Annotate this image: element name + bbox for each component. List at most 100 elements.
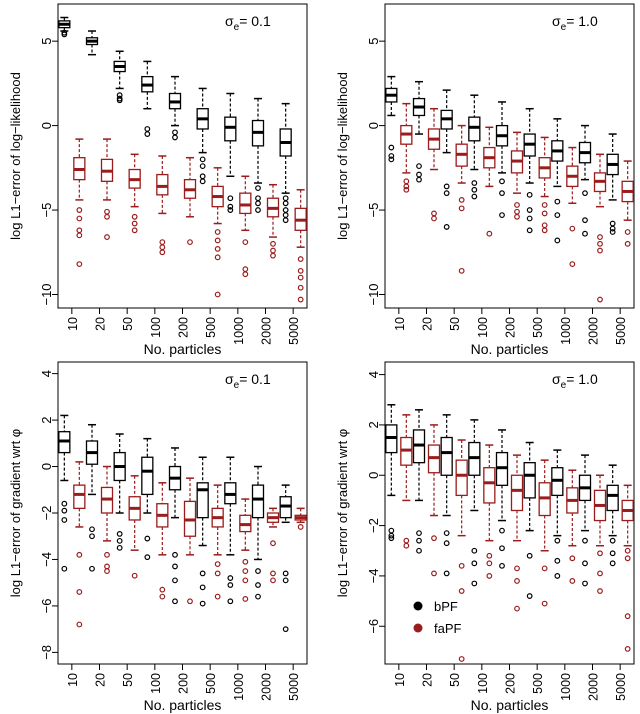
x-tick-label: 20	[421, 317, 435, 331]
outlier-point	[89, 526, 95, 533]
outlier-point	[116, 97, 123, 104]
x-axis-label: No. particles	[144, 697, 222, 713]
box-faPF-50	[455, 439, 468, 662]
outlier-point	[144, 554, 151, 561]
outlier-point	[214, 229, 221, 235]
box-bPF-20	[85, 30, 99, 56]
chart-panel-4: −6 −4 −2 0 2 4 10 20 50 100 200 500 1000 2000 5000 No. …	[335, 361, 635, 713]
outlier-point	[416, 163, 422, 170]
box-bPF-1000	[551, 118, 564, 244]
box-faPF-20	[100, 465, 114, 574]
outlier-point	[486, 573, 493, 579]
outlier-point	[416, 530, 422, 537]
outlier-point	[388, 144, 395, 151]
box-bPF-500	[196, 87, 209, 185]
box-faPF-500	[211, 167, 224, 298]
panel-title: σe= 0.1	[225, 13, 271, 33]
outlier-point	[471, 547, 478, 554]
outlier-point	[554, 557, 561, 564]
box-faPF-200	[510, 131, 524, 220]
y-tick-label: −2	[39, 506, 54, 521]
outlier-point	[76, 207, 83, 213]
outlier-point	[76, 261, 83, 267]
box-bPF-10	[58, 16, 71, 38]
outlier-point	[486, 552, 493, 559]
outlier-point	[526, 215, 533, 222]
box-body	[224, 116, 237, 142]
outlier-point	[624, 555, 631, 562]
x-tick-label: 20	[94, 317, 108, 331]
outlier-point	[242, 596, 249, 602]
x-tick-label: 100	[476, 317, 490, 338]
y-tick-label: −5	[39, 203, 54, 218]
outlier-point	[609, 537, 616, 544]
x-axis-label: No. particles	[471, 341, 549, 357]
box-bPF-500	[523, 107, 536, 234]
outlier-point	[541, 210, 548, 217]
outlier-point	[199, 178, 206, 185]
outlier-point	[282, 207, 289, 213]
outlier-point	[131, 213, 138, 220]
box-faPF-10	[400, 102, 413, 193]
outlier-point	[282, 626, 289, 633]
box-bPF-5000	[606, 133, 619, 235]
outlier-point	[514, 565, 520, 572]
box-body	[251, 484, 265, 519]
y-tick-label: −6	[366, 619, 381, 634]
box-faPF-1000	[239, 498, 252, 602]
outlier-point	[104, 213, 110, 220]
outlier-point	[199, 570, 206, 577]
box-faPF-100	[483, 444, 496, 579]
box-bPF-50	[113, 50, 126, 104]
outlier-point	[597, 296, 603, 303]
panel-title: σe= 0.1	[225, 371, 271, 391]
x-tick-label: 50	[121, 673, 135, 687]
outlier-point	[76, 227, 83, 234]
outlier-point	[255, 582, 261, 588]
y-tick-label: −5	[366, 203, 381, 218]
outlier-point	[388, 153, 395, 159]
outlier-point	[443, 190, 450, 197]
outlier-point	[582, 560, 588, 567]
outlier-point	[159, 244, 166, 251]
x-tick-label: 1000	[559, 317, 573, 345]
outlier-point	[514, 578, 520, 584]
outlier-point	[89, 565, 95, 572]
box-faPF-200	[183, 156, 197, 246]
outlier-point	[514, 202, 520, 208]
outlier-point	[187, 598, 193, 605]
outlier-point	[431, 570, 437, 577]
outlier-point	[104, 563, 110, 570]
box-body	[73, 484, 86, 510]
panel-title-sigma: σ	[225, 371, 234, 387]
outlier-point	[554, 198, 561, 205]
panel-title-subscript: e	[234, 22, 240, 33]
outlier-point	[242, 558, 249, 565]
box-faPF-5000	[621, 484, 634, 652]
outlier-point	[255, 593, 261, 600]
outlier-point	[416, 537, 422, 544]
outlier-point	[242, 568, 249, 574]
box-faPF-50	[128, 475, 141, 579]
y-tick-label: 4	[366, 371, 381, 378]
outlier-point	[255, 185, 261, 191]
outlier-point	[172, 598, 178, 605]
outlier-point	[255, 195, 261, 202]
outlier-point	[214, 570, 221, 577]
outlier-point	[116, 544, 123, 551]
outlier-point	[403, 542, 410, 549]
box-body	[523, 462, 536, 499]
box-body	[440, 436, 453, 476]
outlier-point	[116, 537, 123, 544]
box-faPF-10	[400, 414, 413, 549]
x-tick-label: 5000	[614, 317, 628, 345]
y-tick-label: −10	[39, 283, 54, 305]
outlier-point	[227, 195, 234, 202]
x-tick-label: 1000	[232, 317, 246, 345]
plot-frame	[57, 3, 308, 309]
box-bPF-5000	[279, 102, 292, 224]
box-bPF-50	[440, 414, 453, 577]
outlier-point	[187, 239, 193, 246]
outlier-point	[514, 213, 520, 220]
